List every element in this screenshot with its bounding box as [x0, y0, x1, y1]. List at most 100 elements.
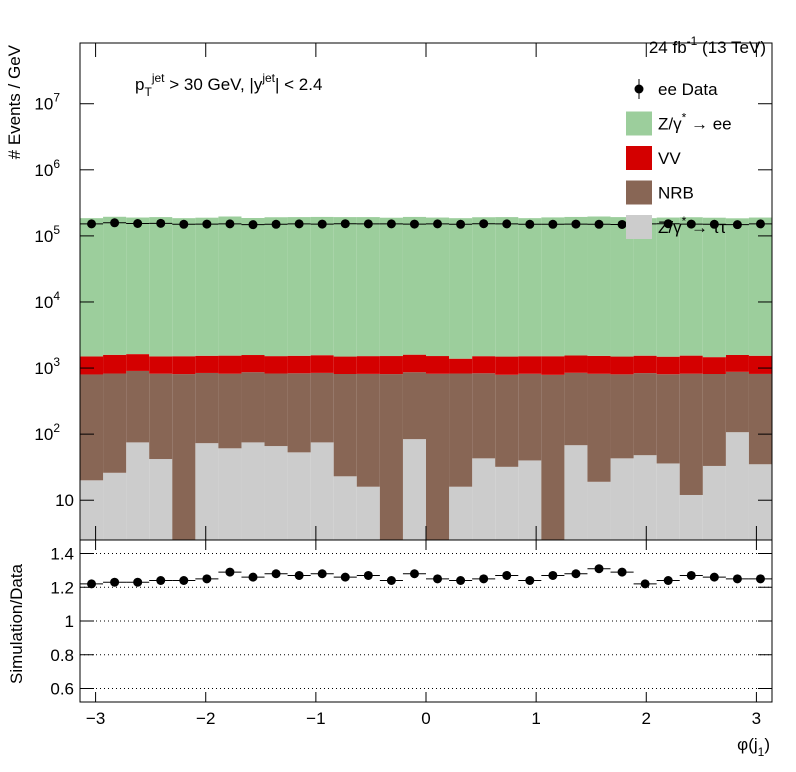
- ratio-point: [202, 574, 212, 584]
- stack-bar: [402, 439, 426, 540]
- stack-bar: [449, 218, 473, 359]
- stack-bar: [426, 217, 450, 357]
- stack-bar: [495, 374, 519, 467]
- data-point: [594, 219, 604, 229]
- stack-bar: [264, 446, 288, 540]
- stack-bar: [633, 455, 657, 540]
- data-point: [156, 218, 166, 228]
- ratio-point: [294, 570, 304, 580]
- stack-bar: [195, 443, 219, 540]
- stack-bar: [80, 218, 104, 357]
- stack-bar: [472, 356, 496, 374]
- ratio-point: [317, 569, 327, 579]
- x-tick-label: 1: [531, 709, 540, 728]
- stack-bar: [725, 354, 749, 372]
- x-tick-label: −3: [86, 709, 105, 728]
- legend-swatch: [626, 180, 652, 205]
- lumi-part: -1: [687, 34, 698, 48]
- legend-swatch: [626, 146, 652, 170]
- ratio-point: [248, 572, 258, 582]
- ratio-point: [548, 570, 558, 580]
- stack-bar: [748, 217, 772, 356]
- y-tick-label: 104: [34, 289, 60, 312]
- ratio-point: [363, 570, 373, 580]
- stack-bar: [264, 373, 288, 447]
- ratio-point: [640, 579, 650, 589]
- stack-bar: [149, 217, 173, 357]
- ratio-point: [617, 567, 627, 577]
- y-tick-label: 106: [34, 157, 60, 180]
- stack-bar: [633, 373, 657, 456]
- y-axis-label: Simulation/Data: [7, 563, 26, 684]
- data-point: [663, 219, 673, 229]
- x-axis-label-part: 1: [758, 745, 765, 759]
- stack-bar: [587, 481, 611, 540]
- data-point: [87, 219, 97, 229]
- stack-bar: [679, 373, 703, 495]
- annotation-part: > 30 GeV, |y: [165, 75, 263, 94]
- stack-bar: [472, 373, 496, 459]
- data-point: [225, 219, 235, 229]
- data-point: [248, 220, 258, 230]
- stack-bar: [241, 217, 265, 356]
- stack-bar: [679, 217, 703, 356]
- y-tick-label: 105: [34, 223, 60, 246]
- stack-bar: [356, 373, 380, 487]
- stack-bar: [126, 370, 150, 443]
- data-point: [548, 219, 558, 229]
- data-point: [271, 219, 281, 229]
- annotation-part: jet: [151, 71, 165, 85]
- stack-bar: [702, 465, 726, 540]
- x-axis-label: φ(j1): [737, 735, 770, 759]
- legend-label-part: → ee: [686, 115, 731, 134]
- x-tick-label: −1: [306, 709, 325, 728]
- ratio-point: [409, 569, 419, 579]
- x-axis-label-part: φ(j: [737, 735, 757, 754]
- legend-swatch: [626, 111, 652, 136]
- data-point: [133, 219, 143, 229]
- lumi-part: (13 TeV): [697, 38, 766, 57]
- y-tick-label-part: 10: [34, 425, 53, 444]
- stack-bar: [172, 356, 196, 375]
- stack-bar: [218, 448, 242, 540]
- stack-bar: [379, 356, 403, 375]
- data-point: [571, 219, 581, 229]
- stack-bar: [264, 217, 288, 357]
- stack-bar: [80, 374, 104, 481]
- stack-bar: [495, 466, 519, 540]
- legend-label: Z/γ* → ττ: [658, 214, 726, 237]
- legend-label-part: → ττ: [686, 218, 726, 237]
- data-point: [433, 219, 443, 229]
- stack-bar: [426, 356, 450, 374]
- annotation: pTjet > 30 GeV, |yjet| < 2.4: [135, 71, 322, 99]
- data-point: [317, 219, 327, 229]
- y-tick-label: 10: [55, 491, 74, 510]
- stack-bar: [725, 218, 749, 355]
- stack-bar: [564, 355, 588, 373]
- y-tick-label-part: 5: [53, 223, 60, 237]
- stack-bar: [702, 357, 726, 374]
- y-tick-label: 0.8: [50, 646, 74, 665]
- stack-bar: [333, 476, 357, 540]
- y-tick-label-part: 6: [53, 157, 60, 171]
- stack-bar: [333, 217, 357, 357]
- legend-label: VV: [658, 149, 681, 168]
- ratio-point: [663, 576, 673, 585]
- lumi: 24 fb-1 (13 TeV): [649, 34, 766, 57]
- stack-bar: [656, 374, 680, 464]
- ratio-point: [686, 570, 696, 580]
- stack-bar: [679, 355, 703, 374]
- data-point: [755, 219, 765, 229]
- y-tick-label: 103: [34, 355, 60, 378]
- stack-bar: [402, 354, 426, 373]
- stack-bar: [610, 374, 634, 459]
- stack-bar: [656, 356, 680, 375]
- stack-bar: [564, 445, 588, 540]
- stack-bar: [103, 354, 127, 374]
- stack-bar: [103, 216, 127, 355]
- legend-label: ee Data: [658, 80, 718, 99]
- stack-bar: [426, 373, 450, 540]
- ratio-point: [479, 574, 489, 584]
- legend-label-part: *: [682, 111, 687, 125]
